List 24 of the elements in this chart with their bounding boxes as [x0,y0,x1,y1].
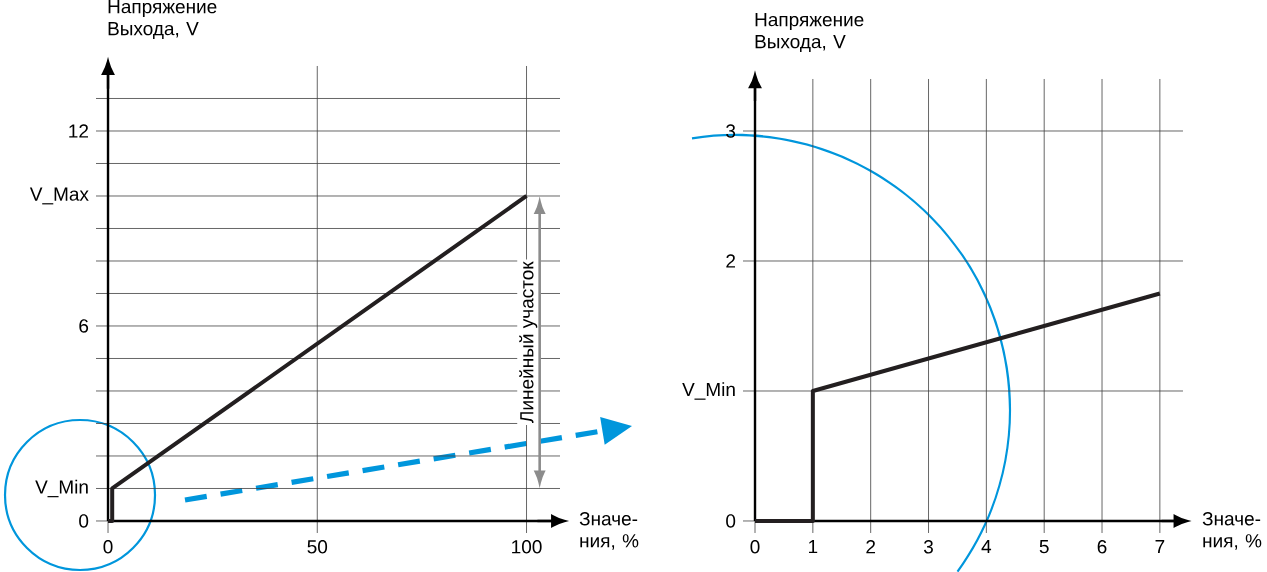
y-tick-label: V_Min [35,479,88,498]
annotation: Линейный участок [519,261,538,423]
x-tick-label: 0 [750,540,760,554]
y-tick-label: 12 [69,124,89,138]
y-tick-label: V_Max [29,187,89,205]
x-tick-label: 1 [809,540,818,554]
x-axis-title: Значе-ния, % [1202,512,1262,550]
x-tick-label: 3 [923,540,933,554]
y-tick-label: 0 [726,514,736,528]
y-tick-label: 6 [79,319,89,333]
x-tick-label: 6 [1097,540,1107,554]
y-tick-label: 0 [79,514,89,528]
y-tick-label: V_Min [682,382,735,400]
x-tick-label: 7 [1155,540,1165,554]
y-axis-title: Напряжение Выхода, V [108,0,217,39]
x-tick-label: 0 [103,540,113,554]
x-tick-label: 100 [512,540,542,554]
x-tick-label: 50 [307,540,328,554]
x-axis-title: Значе-ния, % [579,512,639,550]
y-tick-label: 2 [726,254,736,268]
x-tick-label: 2 [866,540,876,554]
y-axis-title: Напряжение Выхода, V [755,13,864,52]
x-tick-label: 4 [981,540,992,554]
x-tick-label: 5 [1039,540,1049,554]
